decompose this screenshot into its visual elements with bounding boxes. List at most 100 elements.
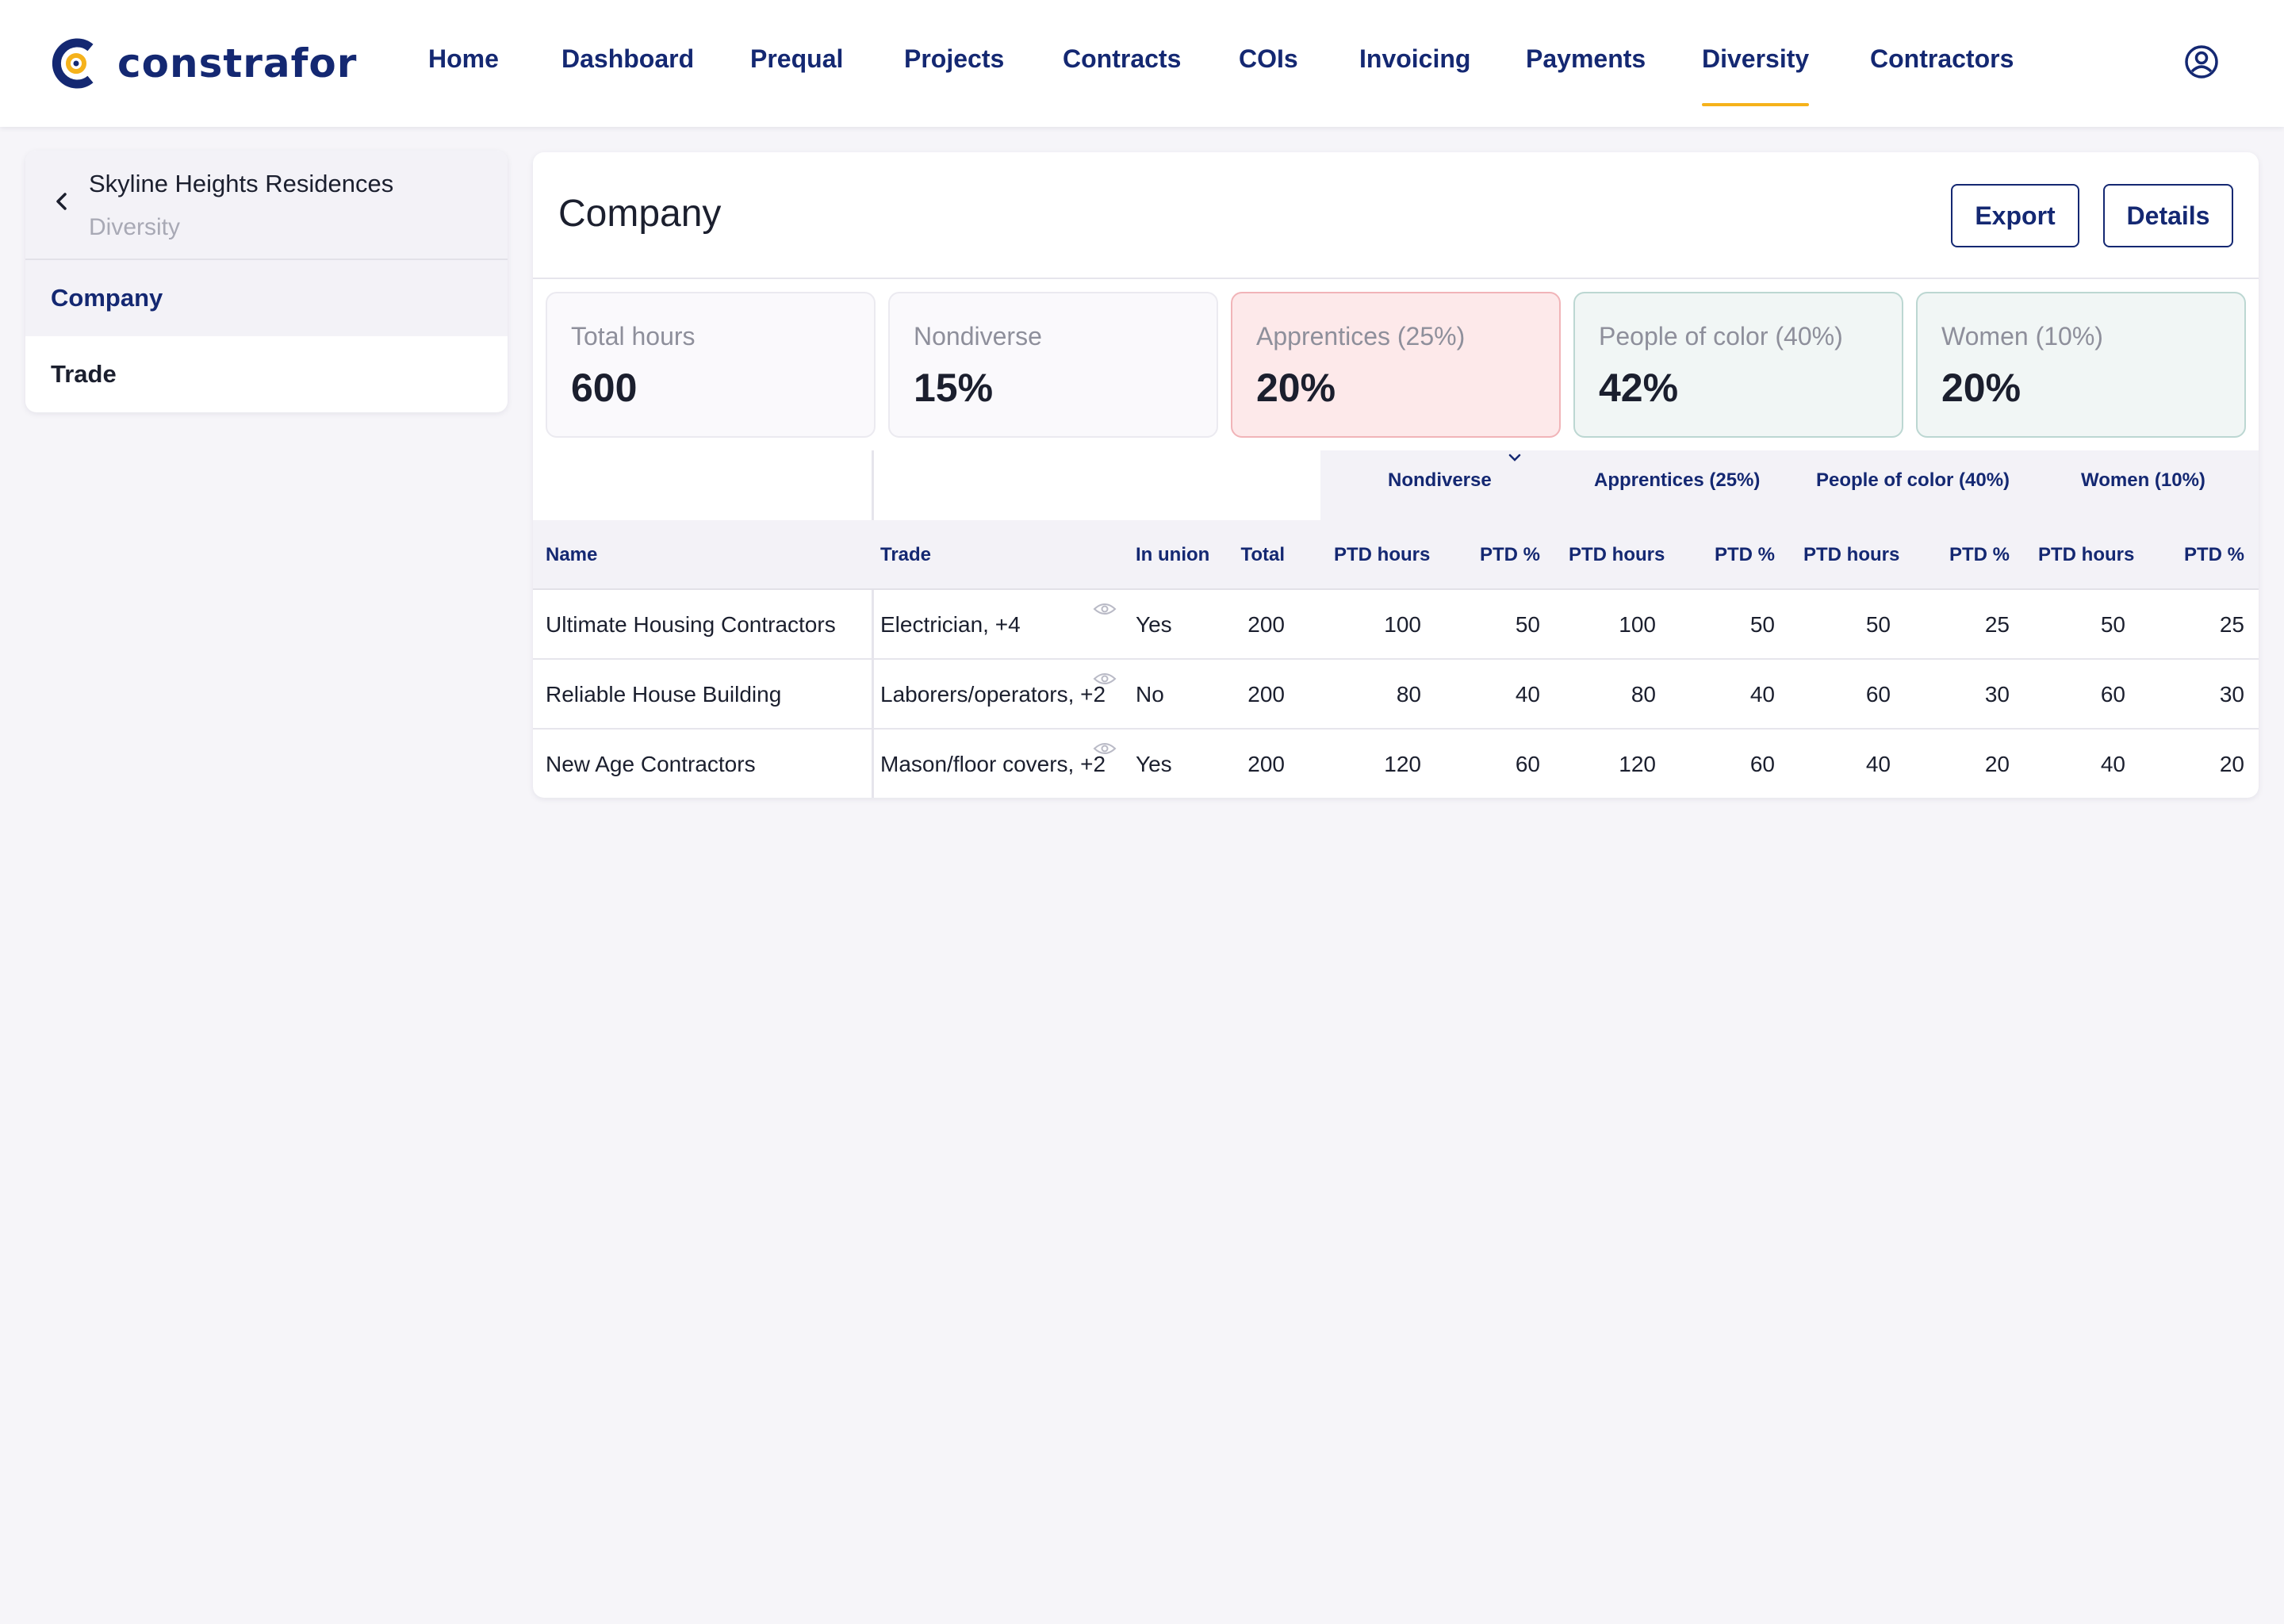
page-title: Company <box>558 193 722 235</box>
group-women: Women (10%) <box>2081 469 2205 491</box>
chevron-down-icon[interactable] <box>1507 452 1523 465</box>
cell-value: 50 <box>2100 612 2125 637</box>
stat-card-women: Women (10%) 20% <box>1916 292 2246 438</box>
sidebar-header: Skyline Heights Residences Diversity <box>25 151 508 260</box>
stat-value: 20% <box>1941 366 2021 410</box>
cell-value: 40 <box>1865 752 1891 776</box>
cell-value: 40 <box>2100 752 2125 776</box>
nav-contractors[interactable]: Contractors <box>1870 44 2014 73</box>
sidebar-item-trade[interactable]: Trade <box>51 360 117 388</box>
cell-value: 50 <box>1749 612 1775 637</box>
sidebar-item-company[interactable]: Company <box>25 260 508 336</box>
table-group-header: Nondiverse Apprentices (25%) People of c… <box>533 450 2259 520</box>
details-button[interactable]: Details <box>2103 184 2233 247</box>
main-card: Company Export Details Total hours 600 N… <box>533 152 2259 798</box>
section-name: Diversity <box>89 214 181 240</box>
cell-in-union: No <box>1136 682 1164 707</box>
export-button[interactable]: Export <box>1951 184 2079 247</box>
group-apprentices: Apprentices (25%) <box>1594 469 1761 491</box>
stat-label: Total hours <box>571 322 696 350</box>
chevron-left-icon[interactable] <box>48 187 76 216</box>
eye-icon[interactable] <box>1093 671 1117 687</box>
nav-cois[interactable]: COIs <box>1239 44 1298 73</box>
th-trade[interactable]: Trade <box>880 544 932 565</box>
sidebar: Skyline Heights Residences Diversity Com… <box>25 151 508 412</box>
nav-projects[interactable]: Projects <box>904 44 1005 73</box>
th-total[interactable]: Total <box>1240 544 1285 565</box>
group-people-of-color: People of color (40%) <box>1816 469 2010 491</box>
stat-value: 42% <box>1599 366 1679 410</box>
th-ptd-hours[interactable]: PTD hours <box>1334 544 1431 565</box>
cell-value: 100 <box>1619 612 1656 637</box>
stat-label: Nondiverse <box>914 322 1042 350</box>
stat-value: 15% <box>914 366 994 410</box>
cell-value: 30 <box>1984 682 2010 707</box>
cell-value: 120 <box>1384 752 1421 776</box>
nav-diversity[interactable]: Diversity <box>1702 44 1810 106</box>
cell-value: 20 <box>2219 752 2244 776</box>
cell-value: 50 <box>1515 612 1540 637</box>
cell-trade: Mason/floor covers, +2 <box>880 752 1106 776</box>
cell-value: 30 <box>2219 682 2244 707</box>
cell-name: Ultimate Housing Contractors <box>546 612 836 637</box>
constrafor-logo-icon <box>52 38 94 89</box>
table-header-row: Name Trade In union Total PTD hours PTD … <box>533 520 2259 590</box>
nav-dashboard[interactable]: Dashboard <box>561 44 695 73</box>
th-ptd-hours[interactable]: PTD hours <box>1569 544 1665 565</box>
stat-card-nondiverse: Nondiverse 15% <box>888 292 1218 438</box>
cell-trade: Electrician, +4 <box>880 612 1021 637</box>
nav-contracts[interactable]: Contracts <box>1063 44 1182 73</box>
cell-value: 100 <box>1384 612 1421 637</box>
cell-name: New Age Contractors <box>546 752 756 776</box>
column-separator <box>872 450 874 798</box>
cell-value: 60 <box>2100 682 2125 707</box>
th-name[interactable]: Name <box>546 544 598 565</box>
eye-icon[interactable] <box>1093 741 1117 756</box>
th-ptd-percent[interactable]: PTD % <box>2183 544 2244 565</box>
project-name: Skyline Heights Residences <box>89 170 394 197</box>
th-ptd-percent[interactable]: PTD % <box>1714 544 1775 565</box>
constrafor-logo[interactable]: constrafor <box>49 35 357 92</box>
table-row[interactable]: New Age Contractors Mason/floor covers, … <box>533 730 2259 798</box>
cell-value: 120 <box>1619 752 1656 776</box>
cell-value: 20 <box>1984 752 2010 776</box>
cell-in-union: Yes <box>1136 612 1172 637</box>
group-nondiverse: Nondiverse <box>1388 469 1492 491</box>
th-in-union[interactable]: In union <box>1136 544 1210 565</box>
nav-prequal[interactable]: Prequal <box>750 44 844 73</box>
stat-value: 600 <box>571 366 638 410</box>
table-row[interactable]: Reliable House Building Laborers/operato… <box>533 660 2259 730</box>
th-ptd-hours[interactable]: PTD hours <box>2038 544 2135 565</box>
user-circle-icon[interactable] <box>2184 44 2219 79</box>
cell-value: 80 <box>1396 682 1421 707</box>
stat-value: 20% <box>1256 366 1336 410</box>
cell-value: 25 <box>2219 612 2244 637</box>
logo-text: constrafor <box>117 40 358 86</box>
cell-value: 40 <box>1515 682 1540 707</box>
cell-value: 60 <box>1865 682 1891 707</box>
group-header-background <box>1320 450 2259 520</box>
cell-in-union: Yes <box>1136 752 1172 776</box>
stat-label: Women (10%) <box>1941 322 2103 350</box>
stat-label: Apprentices (25%) <box>1256 322 1466 350</box>
cell-total: 200 <box>1247 682 1285 707</box>
eye-icon[interactable] <box>1093 601 1117 617</box>
stat-card-total-hours: Total hours 600 <box>546 292 876 438</box>
cell-name: Reliable House Building <box>546 682 782 707</box>
stat-card-apprentices: Apprentices (25%) 20% <box>1231 292 1561 438</box>
card-divider <box>533 278 2259 279</box>
cell-total: 200 <box>1247 612 1285 637</box>
cell-value: 60 <box>1515 752 1540 776</box>
cell-value: 50 <box>1865 612 1891 637</box>
nav-invoicing[interactable]: Invoicing <box>1359 44 1471 73</box>
th-ptd-hours[interactable]: PTD hours <box>1803 544 1900 565</box>
cell-total: 200 <box>1247 752 1285 776</box>
th-ptd-percent[interactable]: PTD % <box>1479 544 1540 565</box>
cell-value: 25 <box>1984 612 2010 637</box>
stat-label: People of color (40%) <box>1599 322 1843 350</box>
cell-value: 80 <box>1631 682 1656 707</box>
nav-payments[interactable]: Payments <box>1526 44 1646 73</box>
th-ptd-percent[interactable]: PTD % <box>1949 544 2010 565</box>
nav-home[interactable]: Home <box>428 44 499 73</box>
table-row[interactable]: Ultimate Housing Contractors Electrician… <box>533 590 2259 660</box>
